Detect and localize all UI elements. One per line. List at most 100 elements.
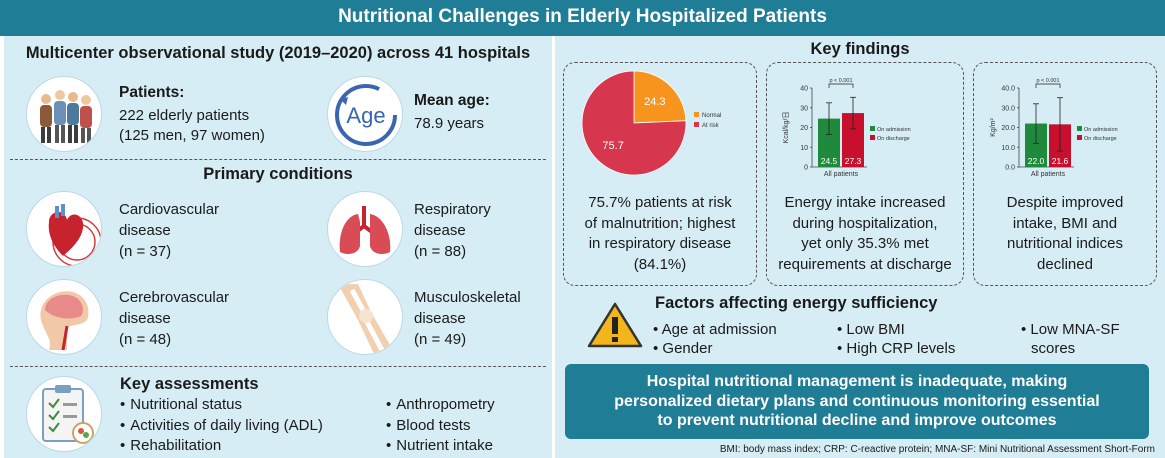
- study-title: Multicenter observational study (2019–20…: [25, 44, 531, 62]
- y-tick-label: 0: [804, 165, 808, 172]
- condition-name-suffix: disease: [119, 222, 171, 239]
- right-panel: Key findings 24.3 75.7 Normal At risk 75.7%…: [555, 36, 1165, 458]
- bar: [818, 118, 840, 167]
- significance-bracket: [1035, 83, 1061, 88]
- assessments-list-1: Nutritional status Activities of daily l…: [120, 395, 323, 457]
- factor-text: Low MNA-SF: [1030, 321, 1120, 338]
- conclusion-box: Hospital nutritional management is inade…: [565, 364, 1149, 439]
- patients-icon: [26, 76, 102, 152]
- clipboard-icon: [26, 376, 102, 452]
- finding-card-malnutrition: 24.3 75.7 Normal At risk 75.7% patients at …: [563, 62, 757, 286]
- legend-label: On discharge: [1084, 136, 1117, 142]
- condition-musculoskeletal: Musculoskeletal disease (n = 49): [414, 287, 521, 350]
- finding-line: yet only 35.3% met: [801, 235, 929, 252]
- conclusion-line: Hospital nutritional management is inade…: [646, 373, 1068, 390]
- significance-bracket: [828, 83, 854, 88]
- y-tick-label: 30: [800, 105, 808, 112]
- factor-text: Low BMI: [846, 321, 905, 338]
- finding-text: Energy intake increased during hospitali…: [767, 193, 963, 275]
- lungs-icon: [327, 191, 403, 267]
- y-axis-label: Kg/m²: [990, 117, 997, 136]
- assessments-list-2: Anthropometry Blood tests Nutrient intak…: [386, 395, 495, 457]
- conditions-title: Primary conditions: [203, 165, 353, 183]
- assessments-title: Key assessments: [120, 375, 259, 393]
- condition-name-suffix: disease: [414, 222, 466, 239]
- legend-label: At risk: [702, 123, 720, 129]
- bar: [842, 113, 864, 167]
- pie-slice-label: 75.7: [602, 140, 623, 152]
- legend-label: On admission: [877, 127, 911, 133]
- pie-slice-label: 24.3: [644, 96, 665, 108]
- pie-chart: 24.3 75.7 Normal At risk: [581, 70, 721, 176]
- bar: [1025, 123, 1047, 167]
- condition-count: (n = 49): [414, 331, 467, 348]
- patients-label: Patients:: [119, 84, 185, 101]
- y-tick-label: 20.0: [1001, 125, 1015, 132]
- key-findings-title: Key findings: [810, 40, 910, 58]
- legend-swatch: [870, 126, 875, 131]
- factor-item: • Gender: [653, 340, 713, 357]
- mean-age-value: 78.9 years: [414, 115, 485, 132]
- conclusion-line: to prevent nutritional decline and impro…: [657, 412, 1057, 429]
- legend-label: On admission: [1084, 127, 1118, 133]
- age-icon-text: Age: [346, 103, 385, 128]
- condition-count: (n = 88): [414, 243, 467, 260]
- y-tick-label: 40: [800, 86, 808, 93]
- condition-name-suffix: disease: [119, 310, 171, 327]
- finding-line: in respiratory disease: [588, 235, 732, 252]
- factor-item: • Low MNA-SF: [1021, 321, 1120, 338]
- x-tick-label: All patients: [1031, 171, 1066, 178]
- condition-name: Cerebrovascular: [119, 289, 230, 306]
- legend-label: Normal: [702, 113, 721, 119]
- legend-swatch: [694, 112, 699, 117]
- significance-label: p < 0.001: [1036, 78, 1059, 84]
- y-axis-label: Kcal/kg/日: [782, 112, 790, 144]
- condition-count: (n = 48): [119, 331, 172, 348]
- energy-bar-chart: 0 10 20 30 40 Kcal/kg/日 24.5 On admission 27.3 On…: [782, 78, 911, 178]
- assessment-item: Blood tests: [386, 416, 495, 437]
- factors-title: Factors affecting energy sufficiency: [655, 294, 938, 312]
- conclusion-line: personalized dietary plans and continuou…: [614, 392, 1100, 410]
- age-icon: Age: [327, 76, 403, 152]
- assessment-item: Nutritional status: [120, 395, 323, 416]
- patients-count: 222 elderly patients: [119, 107, 250, 124]
- factor-item: scores: [1031, 339, 1075, 358]
- factor-text: Age at admission: [661, 321, 777, 338]
- page-title: Nutritional Challenges in Elderly Hospit…: [0, 0, 1165, 36]
- bar-value-label: 21.6: [1052, 156, 1069, 166]
- finding-line: 75.7% patients at risk: [588, 194, 732, 211]
- bmi-bar-chart: 0.0 10.0 20.0 30.0 40.0 Kg/m² 22.0 On admission…: [990, 78, 1118, 178]
- legend-swatch: [870, 135, 875, 140]
- legend-swatch: [694, 122, 699, 127]
- divider-1: [10, 159, 546, 160]
- factor-text: scores: [1031, 340, 1076, 357]
- y-tick-label: 0.0: [1005, 165, 1015, 172]
- y-tick-label: 10.0: [1001, 145, 1015, 152]
- condition-respiratory: Respiratory disease (n = 88): [414, 199, 491, 262]
- condition-cerebrovascular: Cerebrovascular disease (n = 48): [119, 287, 229, 350]
- y-tick-label: 20: [800, 125, 808, 132]
- finding-line: of malnutrition; highest: [584, 214, 736, 232]
- finding-line: nutritional indices: [1007, 235, 1123, 252]
- left-panel: Multicenter observational study (2019–20…: [4, 36, 552, 458]
- finding-line: requirements at discharge: [778, 255, 952, 273]
- pie-slice: [633, 70, 687, 124]
- condition-name: Musculoskeletal: [414, 289, 521, 306]
- finding-line: intake, BMI and: [1012, 214, 1118, 232]
- finding-line: during hospitalization,: [792, 214, 938, 232]
- finding-line: declined: [1037, 255, 1093, 273]
- finding-line: Despite improved: [1006, 194, 1124, 211]
- bar-value-label: 24.5: [821, 156, 838, 166]
- y-tick-label: 10: [800, 145, 808, 152]
- condition-name-suffix: disease: [414, 310, 466, 327]
- legend-label: On discharge: [877, 136, 910, 142]
- finding-text: Despite improved intake, BMI and nutriti…: [974, 193, 1156, 275]
- warning-icon: [587, 302, 643, 348]
- condition-cardiovascular: Cardiovascular disease (n = 37): [119, 199, 219, 262]
- condition-name: Cardiovascular: [119, 201, 220, 218]
- brain-icon: [26, 279, 102, 355]
- finding-line: (84.1%): [633, 255, 687, 273]
- pie-slice: [581, 70, 687, 176]
- finding-card-bmi: 0.0 10.0 20.0 30.0 40.0 Kg/m² 22.0 On admission…: [973, 62, 1157, 286]
- mean-age-label: Mean age:: [414, 92, 490, 109]
